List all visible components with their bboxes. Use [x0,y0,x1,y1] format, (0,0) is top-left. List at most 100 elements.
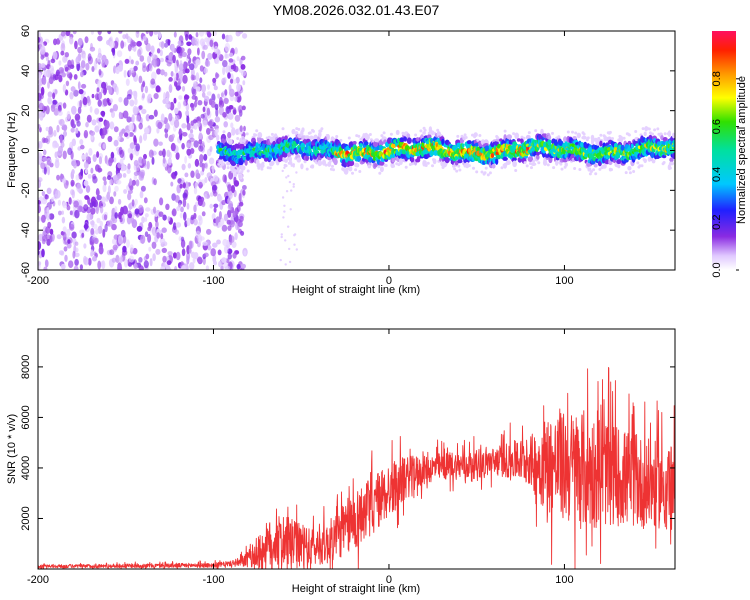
spectrogram-x-axis-title: Height of straight line (km) [292,284,420,296]
spectrogram-signal-cell [474,142,479,147]
spectrogram-noise-cell [71,105,77,115]
spectrogram-noise-cell [234,114,241,122]
spectrogram-noise-cell [180,206,184,213]
spectrogram-signal-cell [414,133,418,137]
spectrogram-noise-cell [236,56,240,62]
spectrogram-noise-cell [75,56,80,65]
spectrogram-noise-cell [190,74,195,81]
spectrogram-noise-cell [230,64,235,70]
spectrogram-noise-cell [180,236,185,242]
spectrogram-noise-cell [107,135,113,143]
spectrogram-noise-cell [213,85,218,91]
spectrogram-noise-cell [97,165,102,174]
spectrogram-signal-cell [671,152,675,160]
spectrogram-noise-cell [114,185,119,192]
spectrogram-noise-cell [171,133,176,139]
spectrogram-noise-cell [159,197,164,206]
colorbar-tick-label: 0.8 [711,71,723,86]
spectrogram-noise-cell [147,233,152,243]
spectrogram-noise-cell [133,175,137,180]
spectrogram-noise-cell [62,226,67,233]
spectrogram-noise-cell [214,129,219,137]
spectrogram-signal-cell [410,156,415,164]
spectrogram-noise-cell [179,183,183,189]
spectrogram-noise-cell [91,93,95,99]
spectrogram-noise-cell [127,147,134,154]
spectrogram-noise-cell [201,211,206,217]
spectrogram-noise-cell [191,95,197,100]
spectrogram-noise-cell [202,256,206,266]
spectrogram-signal-layer [216,126,675,177]
spectrogram-noise-cell [136,225,143,232]
spectrogram-signal-cell [222,130,226,134]
spectrogram-noise-cell [56,234,62,240]
spectrogram-noise-cell [240,230,245,236]
spectrogram-noise-cell [144,85,149,94]
spectrogram-noise-cell [101,54,107,63]
snr-y-tick-label: 8000 [20,355,32,379]
spectrogram-signal-cell [592,168,596,172]
spectrogram-noise-cell [77,106,82,114]
spectrogram-noise-cell [240,64,246,70]
spectrogram-noise-cell [241,105,246,111]
spectrogram-signal-cell [331,164,334,168]
spectrogram-noise-cell [129,178,133,187]
spectrogram-signal-cell [445,156,450,164]
spectrogram-noise-cell [156,232,160,239]
spectrogram-noise-cell [91,66,95,72]
spectrogram-noise-cell [287,225,290,228]
spectrogram-noise-cell [125,78,130,87]
spectrogram-signal-cell [537,161,541,165]
spectrogram-noise-cell [210,126,214,132]
spectrogram-noise-cell [166,61,172,67]
spectrogram-noise-cell [64,66,69,72]
spectrogram-noise-cell [38,31,41,38]
spectrogram-signal-cell [281,127,285,131]
spectrogram-noise-cell [97,31,102,36]
spectrogram-noise-cell [293,243,296,246]
spectrogram-noise-cell [55,69,60,77]
spectrogram-signal-cell [624,171,628,175]
spectrogram-signal-cell [663,132,667,136]
spectrogram-noise-cell [153,206,157,214]
spectrogram-signal-cell [309,135,314,140]
spectrogram-noise-cell [145,253,150,260]
spectrogram-noise-cell [168,52,172,62]
spectrogram-noise-cell [56,124,60,133]
spectrogram-noise-cell [217,195,223,202]
spectrogram-noise-cell [148,114,155,120]
spectrogram-signal-cell [480,170,484,174]
spectrogram-y-tick-label: -20 [20,182,32,198]
spectrogram-signal-cell [536,154,540,160]
spectrogram-signal-cell [630,143,635,149]
spectrogram-noise-cell [136,40,142,47]
spectrogram-noise-cell [112,244,118,251]
spectrogram-signal-cell [255,129,259,133]
spectrogram-signal-cell [578,168,582,171]
spectrogram-signal-cell [476,138,480,142]
spectrogram-noise-cell [201,50,206,60]
spectrogram-signal-cell [288,156,292,163]
spectrogram-noise-cell [158,211,164,217]
spectrogram-noise-cell [218,211,222,220]
spectrogram-signal-cell [263,157,269,162]
spectrogram-noise-cell [202,44,208,50]
spectrogram-noise-cell [149,63,153,72]
spectrogram-noise-cell [151,156,155,165]
spectrogram-noise-cell [224,244,229,254]
spectrogram-noise-cell [173,31,177,38]
spectrogram-signal-cell [236,137,240,140]
spectrogram-noise-cell [224,265,231,270]
spectrogram-noise-cell [292,183,295,186]
spectrogram-noise-cell [93,223,98,230]
spectrogram-noise-cell [138,122,143,130]
spectrogram-noise-cell [96,217,101,224]
spectrogram-noise-cell [143,217,148,222]
spectrogram-noise-cell [109,178,113,186]
spectrogram-signal-cell [591,141,594,145]
spectrogram-signal-cell [516,138,521,142]
spectrogram-noise-cell [111,223,117,231]
spectrogram-noise-cell [91,201,96,207]
spectrogram-noise-cell [242,33,248,39]
